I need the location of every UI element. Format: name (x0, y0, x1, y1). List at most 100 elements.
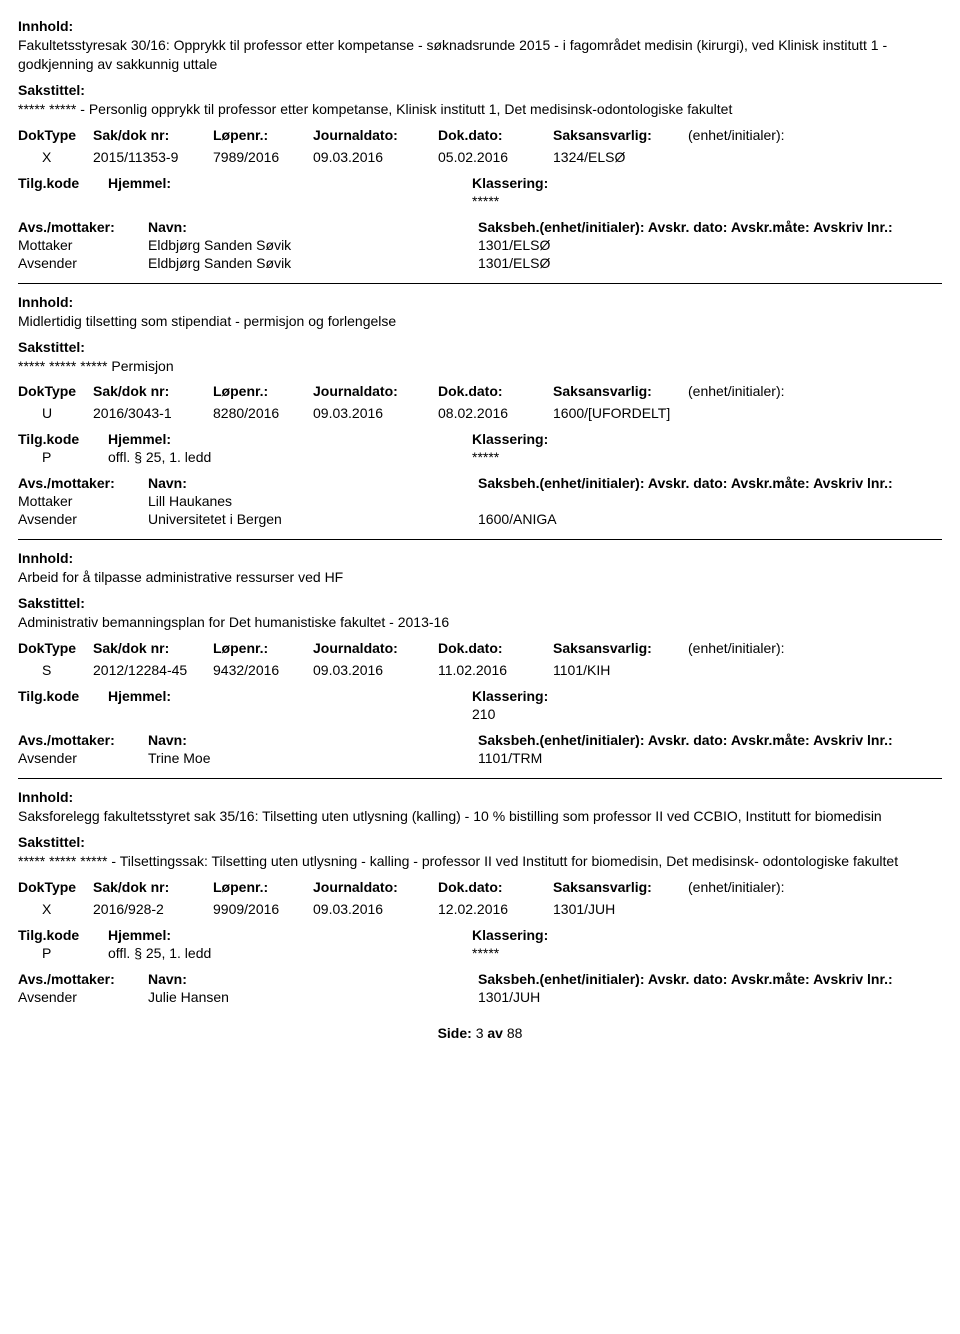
doktype-header: DokType (18, 879, 93, 895)
hjemmel-header: Hjemmel: (108, 927, 171, 943)
innhold-label: Innhold: (18, 550, 942, 566)
dokdato-value: 12.02.2016 (438, 901, 553, 917)
saksansvarlig-value: 1301/JUH (553, 901, 688, 917)
party-role: Avsender (18, 255, 148, 271)
party-header-row: Avs./mottaker: Navn: Saksbeh.(enhet/init… (18, 732, 942, 748)
saksansvarlig-value: 1101/KIH (553, 662, 688, 678)
meta-header-row: DokType Sak/dok nr: Løpenr.: Journaldato… (18, 383, 942, 399)
lopenr-value: 8280/2016 (213, 405, 313, 421)
party-name: Julie Hansen (148, 989, 478, 1005)
lopenr-header: Løpenr.: (213, 383, 313, 399)
meta-value-row: U 2016/3043-1 8280/2016 09.03.2016 08.02… (18, 405, 942, 421)
party-row: Avsender Universitetet i Bergen 1600/ANI… (18, 511, 942, 527)
sakdok-value: 2016/928-2 (93, 901, 213, 917)
hjemmel-value-row: ***** (18, 193, 942, 209)
innhold-label: Innhold: (18, 294, 942, 310)
party-name: Eldbjørg Sanden Søvik (148, 255, 478, 271)
journal-entry: Innhold: Midlertidig tilsetting som stip… (18, 294, 942, 528)
hjemmel-value (108, 193, 408, 209)
tilgkode-header: Tilg.kode (18, 175, 108, 191)
separator (18, 539, 942, 540)
hjemmel-header-row: Tilg.kode Hjemmel: Klassering: (18, 431, 942, 447)
doktype-value: U (18, 405, 93, 421)
doktype-value: X (18, 149, 93, 165)
dokdato-value: 08.02.2016 (438, 405, 553, 421)
party-role: Avsender (18, 750, 148, 766)
sakstittel-text: Administrativ bemanningsplan for Det hum… (18, 613, 942, 632)
meta-header-row: DokType Sak/dok nr: Løpenr.: Journaldato… (18, 127, 942, 143)
party-role: Mottaker (18, 237, 148, 253)
saksbeh-header: Saksbeh.(enhet/initialer): Avskr. dato: … (478, 732, 942, 748)
saksansvarlig-header: Saksansvarlig: (553, 383, 688, 399)
saksbeh-header: Saksbeh.(enhet/initialer): Avskr. dato: … (478, 219, 942, 235)
sakstittel-text: ***** ***** - Personlig opprykk til prof… (18, 100, 942, 119)
doktype-header: DokType (18, 127, 93, 143)
enhet-header: (enhet/initialer): (688, 127, 785, 143)
page-number: 3 (476, 1025, 484, 1041)
klassering-header: Klassering: (472, 688, 942, 704)
meta-value-row: X 2015/11353-9 7989/2016 09.03.2016 05.0… (18, 149, 942, 165)
journaldato-header: Journaldato: (313, 640, 438, 656)
sakstittel-label: Sakstittel: (18, 595, 942, 611)
hjemmel-header: Hjemmel: (108, 431, 171, 447)
klassering-value: ***** (472, 193, 942, 209)
sakdok-header: Sak/dok nr: (93, 640, 213, 656)
klassering-value: ***** (472, 449, 942, 465)
enhet-header: (enhet/initialer): (688, 879, 785, 895)
klassering-header: Klassering: (472, 927, 942, 943)
saksansvarlig-header: Saksansvarlig: (553, 879, 688, 895)
avsmottaker-header: Avs./mottaker: (18, 219, 148, 235)
journaldato-value: 09.03.2016 (313, 901, 438, 917)
hjemmel-header: Hjemmel: (108, 175, 171, 191)
lopenr-value: 7989/2016 (213, 149, 313, 165)
innhold-label: Innhold: (18, 789, 942, 805)
dokdato-header: Dok.dato: (438, 383, 553, 399)
party-name: Eldbjørg Sanden Søvik (148, 237, 478, 253)
navn-header: Navn: (148, 219, 478, 235)
hjemmel-value (108, 706, 408, 722)
hjemmel-value: offl. § 25, 1. ledd (108, 449, 408, 465)
journaldato-value: 09.03.2016 (313, 405, 438, 421)
avsmottaker-header: Avs./mottaker: (18, 732, 148, 748)
party-role: Avsender (18, 511, 148, 527)
saksansvarlig-value: 1324/ELSØ (553, 149, 688, 165)
avsmottaker-header: Avs./mottaker: (18, 971, 148, 987)
lopenr-header: Løpenr.: (213, 127, 313, 143)
party-row: Avsender Eldbjørg Sanden Søvik 1301/ELSØ (18, 255, 942, 271)
hjemmel-value-row: 210 (18, 706, 942, 722)
sakdok-value: 2012/12284-45 (93, 662, 213, 678)
sakdok-header: Sak/dok nr: (93, 383, 213, 399)
sakdok-value: 2016/3043-1 (93, 405, 213, 421)
klassering-value: ***** (472, 945, 942, 961)
sakstittel-text: ***** ***** ***** Permisjon (18, 357, 942, 376)
sakdok-header: Sak/dok nr: (93, 879, 213, 895)
page-total: 88 (507, 1025, 523, 1041)
lopenr-value: 9432/2016 (213, 662, 313, 678)
innhold-label: Innhold: (18, 18, 942, 34)
saksansvarlig-value: 1600/[UFORDELT] (553, 405, 688, 421)
meta-header-row: DokType Sak/dok nr: Løpenr.: Journaldato… (18, 640, 942, 656)
party-name: Lill Haukanes (148, 493, 478, 509)
doktype-header: DokType (18, 640, 93, 656)
saksbeh-header: Saksbeh.(enhet/initialer): Avskr. dato: … (478, 971, 942, 987)
party-role: Avsender (18, 989, 148, 1005)
klassering-value: 210 (472, 706, 942, 722)
tilgkode-header: Tilg.kode (18, 431, 108, 447)
sakstittel-label: Sakstittel: (18, 82, 942, 98)
journal-entry: Innhold: Arbeid for å tilpasse administr… (18, 550, 942, 766)
meta-header-row: DokType Sak/dok nr: Løpenr.: Journaldato… (18, 879, 942, 895)
navn-header: Navn: (148, 971, 478, 987)
av-label: av (487, 1025, 503, 1041)
saksansvarlig-header: Saksansvarlig: (553, 640, 688, 656)
journaldato-value: 09.03.2016 (313, 149, 438, 165)
tilgkode-value (18, 193, 108, 209)
lopenr-header: Løpenr.: (213, 640, 313, 656)
dokdato-value: 05.02.2016 (438, 149, 553, 165)
journaldato-header: Journaldato: (313, 383, 438, 399)
innhold-text: Midlertidig tilsetting som stipendiat - … (18, 312, 942, 331)
meta-value-row: S 2012/12284-45 9432/2016 09.03.2016 11.… (18, 662, 942, 678)
journaldato-header: Journaldato: (313, 879, 438, 895)
klassering-header: Klassering: (472, 431, 942, 447)
dokdato-header: Dok.dato: (438, 640, 553, 656)
hjemmel-value: offl. § 25, 1. ledd (108, 945, 408, 961)
